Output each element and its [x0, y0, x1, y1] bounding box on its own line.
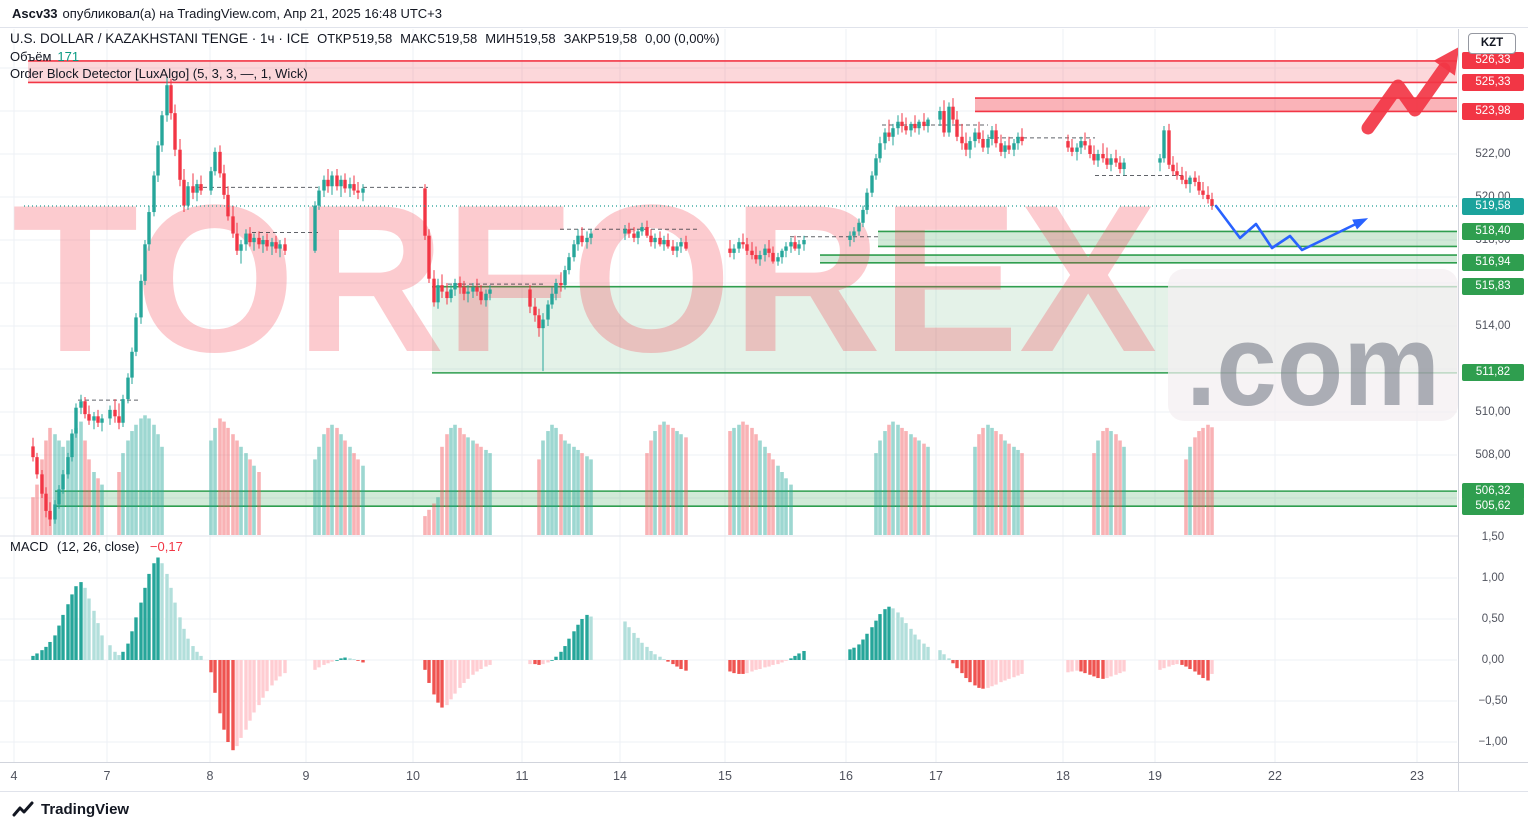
volume-bars [31, 415, 1214, 535]
time-axis-label: 19 [1148, 769, 1162, 783]
chart-legend: U.S. DOLLAR / KAZAKHSTANI TENGE · 1ч · I… [10, 31, 720, 84]
ohlc-label: ОТКР [317, 31, 352, 46]
time-axis-label: 18 [1056, 769, 1070, 783]
watermark-text: TORFOREX [12, 161, 1157, 396]
ohlc-value: 519,58 [352, 31, 393, 46]
time-axis-label: 7 [103, 769, 111, 783]
macd-axis-label: −1,00 [1478, 735, 1508, 748]
price-axis[interactable]: KZT 522,00520,00518,00514,00510,00508,00… [1458, 29, 1528, 791]
ohlc-label: ЗАКР [563, 31, 597, 46]
macd-title: MACD [10, 539, 49, 554]
ohlc-value: 519,58 [515, 31, 556, 46]
projection-arrow[interactable] [1214, 204, 1370, 252]
time-axis-label: 8 [206, 769, 214, 783]
macd-value: −0,17 [149, 539, 183, 554]
byline-username: Ascv33 [12, 6, 58, 21]
macd-axis-label: 1,50 [1481, 530, 1505, 543]
zone-price-label: 518,40 [1462, 222, 1524, 240]
time-axis-label: 23 [1410, 769, 1424, 783]
byline-text: опубликовал(а) на TradingView.com, Апр 2… [62, 6, 442, 21]
time-axis-label: 16 [839, 769, 853, 783]
chart-canvas[interactable]: TORFOREX .com [0, 29, 1458, 762]
zone-price-label: 526,33 [1462, 52, 1524, 70]
zone-price-label: 515,83 [1462, 278, 1524, 296]
ohlc-value: 519,58 [437, 31, 478, 46]
zone-price-label: 506,32 [1462, 482, 1524, 500]
time-axis-label: 15 [718, 769, 732, 783]
indicator-title: Order Block Detector [LuxAlgo] (5, 3, 3,… [10, 66, 308, 81]
time-axis[interactable]: 4 7 8 9 10 11 14 15 16 17 18 19 22 23 [0, 762, 1528, 791]
time-axis-label: 9 [302, 769, 310, 783]
ohlc-value: 519,58 [597, 31, 638, 46]
current-price-label: 519,58 [1462, 197, 1524, 215]
time-axis-label: 10 [406, 769, 420, 783]
macd-params: (12, 26, close) [56, 539, 140, 554]
price-axis-label: 508,00 [1475, 448, 1511, 461]
ohlc-label: МИН [485, 31, 515, 46]
zone-price-label: 505,62 [1462, 497, 1524, 515]
tradingview-wordmark[interactable]: TradingView [41, 801, 130, 818]
tradingview-logo-icon[interactable] [12, 800, 34, 820]
zone-price-label: 511,82 [1462, 364, 1524, 382]
macd-axis-label: 0,50 [1481, 612, 1505, 625]
ohlc-label: МАКС [400, 31, 437, 46]
volume-legend-row[interactable]: Объём 171 [10, 49, 720, 66]
indicator-legend-row[interactable]: Order Block Detector [LuxAlgo] (5, 3, 3,… [10, 66, 720, 83]
macd-axis-label: −0,50 [1478, 694, 1508, 707]
bottom-bar: TradingView [0, 791, 1528, 827]
macd-legend-row[interactable]: MACD (12, 26, close) −0,17 [10, 539, 183, 554]
price-axis-label: 510,00 [1475, 405, 1511, 418]
symbol-title: U.S. DOLLAR / KAZAKHSTANI TENGE · 1ч · I… [10, 31, 310, 46]
change-value: 0,00 (0,00%) [645, 31, 720, 46]
byline: Ascv33 опубликовал(а) на TradingView.com… [0, 0, 1528, 28]
currency-button[interactable]: KZT [1468, 33, 1516, 54]
macd-axis-label: 0,00 [1481, 653, 1505, 666]
zone-price-label: 523,98 [1462, 102, 1524, 120]
macd-axis-label: 1,00 [1481, 571, 1505, 584]
volume-label: Объём [10, 48, 52, 64]
watermark-suffix: .com [1186, 300, 1440, 430]
macd-histogram [31, 557, 1214, 751]
watermark: TORFOREX .com [12, 46, 1458, 430]
time-axis-label: 11 [515, 769, 529, 783]
price-axis-label: 522,00 [1475, 147, 1511, 160]
time-axis-label: 14 [613, 769, 627, 783]
time-axis-label: 4 [10, 769, 18, 783]
volume-value: 171 [57, 48, 80, 64]
price-axis-label: 514,00 [1475, 319, 1511, 332]
ohlc-values: ОТКР519,58 МАКС519,58 МИН519,58 ЗАКР519,58 0… [309, 31, 719, 48]
chart-area[interactable]: TORFOREX .com U.S. DOLLAR / KAZAKHSTANI T… [0, 29, 1458, 762]
watermark-card [1168, 269, 1458, 421]
zone-price-label: 516,94 [1462, 254, 1524, 272]
zone-price-label: 525,33 [1462, 73, 1524, 91]
watermark-arrow-icon [1361, 62, 1451, 135]
symbol-legend-row[interactable]: U.S. DOLLAR / KAZAKHSTANI TENGE · 1ч · I… [10, 31, 720, 48]
candles [31, 76, 1214, 526]
time-axis-label: 22 [1268, 769, 1282, 783]
time-axis-label: 17 [929, 769, 943, 783]
